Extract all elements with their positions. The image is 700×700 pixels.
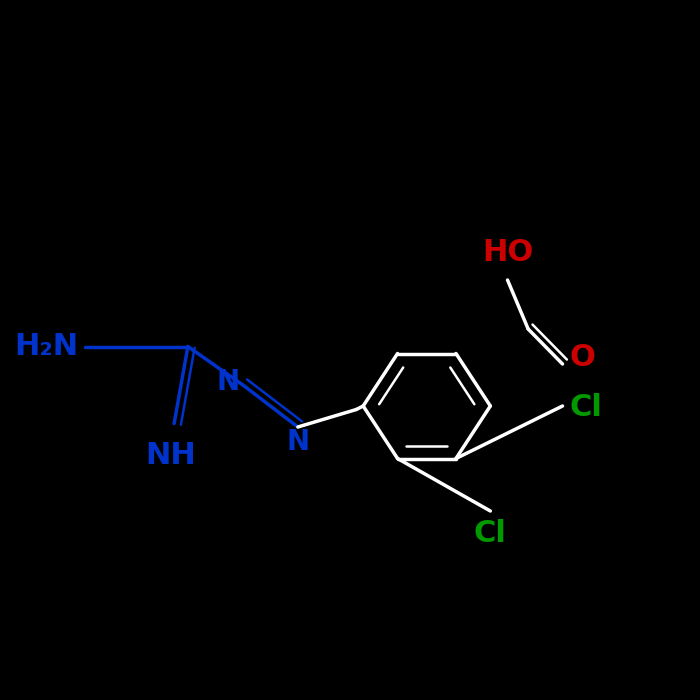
Text: N: N <box>216 368 239 395</box>
Text: Cl: Cl <box>474 519 507 548</box>
Text: N: N <box>286 428 309 456</box>
Text: NH: NH <box>146 441 196 470</box>
Text: O: O <box>569 342 595 372</box>
Text: H₂N: H₂N <box>14 332 78 361</box>
Text: Cl: Cl <box>569 393 602 422</box>
Text: HO: HO <box>482 239 533 267</box>
